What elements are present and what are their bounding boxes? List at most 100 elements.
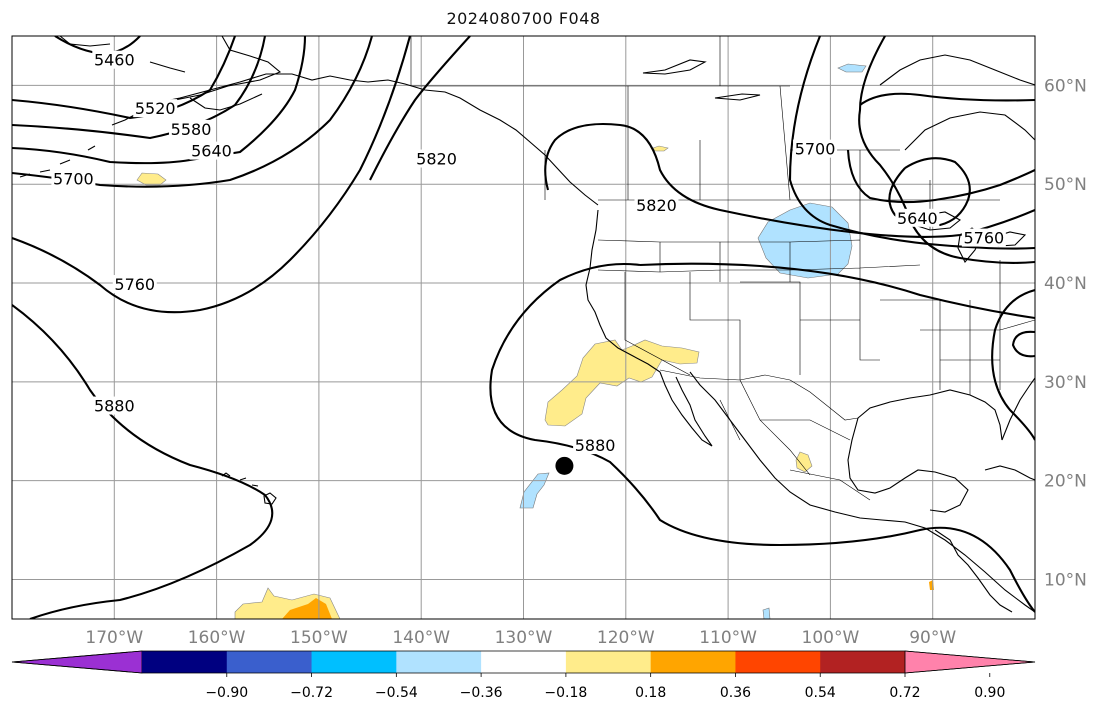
longitude-tick-label: 110°W xyxy=(699,628,757,648)
contour-label-halo xyxy=(961,228,1006,247)
contour-5880-loop xyxy=(1011,330,1035,358)
coastlines xyxy=(19,36,1035,613)
colorbar-segment xyxy=(650,651,736,673)
central-america xyxy=(934,529,1013,613)
hawaii xyxy=(221,472,277,505)
contour-label-halo xyxy=(112,275,157,294)
mexico-states xyxy=(719,379,871,501)
colorbar-segment xyxy=(311,651,397,673)
contour-label: 5700 xyxy=(795,140,836,159)
contour-label-halo xyxy=(169,119,214,138)
colorbar-outline xyxy=(11,650,1036,674)
contour-label-halo xyxy=(92,396,137,415)
colorbar-tick-label: −0.72 xyxy=(290,685,333,701)
contour-5760-east xyxy=(858,36,1035,264)
geopotential-height-contours xyxy=(12,36,1035,619)
map-title: 2024080700 F048 xyxy=(446,9,601,28)
political-borders xyxy=(410,36,1035,501)
contour-5880-north xyxy=(639,262,1035,320)
contour-label: 5880 xyxy=(94,397,135,416)
contour-label: 5820 xyxy=(416,150,457,169)
longitude-labels: 170°W 160°W 150°W 140°W 130°W 120°W 110°W 100°W… xyxy=(85,628,956,648)
latitude-tick-label: 60°N xyxy=(1044,76,1087,96)
colorbar-tick-label: −0.18 xyxy=(544,685,587,701)
contour-5760 xyxy=(12,36,412,314)
us-mexico-border xyxy=(659,369,859,421)
colorbar-tick-label: −0.90 xyxy=(205,685,248,701)
contour-label: 5640 xyxy=(191,142,232,161)
negative-anomaly-offshore xyxy=(519,472,550,509)
longitude-tick-label: 140°W xyxy=(392,628,450,648)
contour-5640-low xyxy=(859,92,1035,227)
us-west-coast xyxy=(585,209,661,373)
contour-5880-east xyxy=(489,262,1035,613)
contour-label-halo xyxy=(573,436,618,455)
positive-anomaly-canada xyxy=(652,145,669,152)
contour-5640 xyxy=(12,36,307,165)
longitude-tick-label: 90°W xyxy=(909,628,956,648)
mexico-west-coast xyxy=(689,371,1035,613)
latitude-tick-label: 20°N xyxy=(1044,472,1087,492)
colorbar-segment xyxy=(735,651,821,673)
longitude-tick-label: 130°W xyxy=(495,628,553,648)
latitude-tick-label: 10°N xyxy=(1044,570,1087,590)
contour-trough-east xyxy=(991,288,1035,441)
colorbar-tick-label: 0.18 xyxy=(635,685,666,701)
colorbar-tick-label: 0.54 xyxy=(805,685,836,701)
contour-label-halo xyxy=(895,208,940,227)
colorbar: −0.90 −0.72 −0.54 −0.36 −0.18 0.18 0.36 0.54 0.7… xyxy=(11,650,1036,701)
contour-label-halo xyxy=(51,169,96,188)
contour-label-halo xyxy=(189,141,234,160)
latitude-tick-label: 50°N xyxy=(1044,175,1087,195)
contour-label: 5580 xyxy=(171,120,212,139)
contour-label: 5760 xyxy=(963,229,1004,248)
colorbar-segment xyxy=(142,651,228,673)
aleutian-islands xyxy=(19,103,156,178)
strong-anomaly-tropical xyxy=(282,598,332,619)
contour-labels: 5460 5520 5580 5640 5700 5760 5820 5820 5880 5880… xyxy=(51,50,1006,455)
arctic-islands xyxy=(642,54,1035,101)
lat-lon-grid xyxy=(12,36,1035,619)
small-negative-anomaly-tropical xyxy=(762,607,771,619)
contour-label-halo xyxy=(414,149,459,168)
contour-label: 5640 xyxy=(897,209,938,228)
contour-5700-canada xyxy=(788,36,1035,250)
contour-label-halo xyxy=(92,50,137,69)
contour-label: 5880 xyxy=(575,436,616,455)
longitude-tick-label: 150°W xyxy=(290,628,348,648)
contour-label: 5460 xyxy=(94,51,135,70)
contour-label: 5700 xyxy=(53,169,94,188)
contour-label: 5820 xyxy=(636,196,677,215)
colorbar-tick-label: 0.72 xyxy=(889,685,920,701)
baja-california xyxy=(659,371,713,447)
colorbar-extend-low xyxy=(11,650,143,674)
contour-label-halo xyxy=(133,99,178,118)
colorbar-tick-label: −0.54 xyxy=(375,685,418,701)
colorbar-segment xyxy=(481,651,567,673)
longitude-tick-label: 170°W xyxy=(85,628,143,648)
contour-5820-east xyxy=(846,149,1035,204)
contour-label: 5760 xyxy=(114,275,155,294)
latitude-labels: 60°N 50°N 40°N 30°N 20°N 10°N xyxy=(1044,76,1087,590)
contour-5820 xyxy=(369,36,1035,238)
florida xyxy=(1001,377,1035,441)
storm-center-dot xyxy=(555,456,574,475)
cuba xyxy=(984,465,1035,481)
latitude-tick-label: 30°N xyxy=(1044,373,1087,393)
hudson-bay-coast xyxy=(904,111,1035,151)
gulf-of-mexico-coast xyxy=(847,389,1003,513)
longitude-tick-label: 100°W xyxy=(802,628,860,648)
colorbar-tick-label: 0.36 xyxy=(720,685,751,701)
latitude-tick-label: 40°N xyxy=(1044,274,1087,294)
contour-5700 xyxy=(12,36,374,188)
colorbar-tick-label: −0.36 xyxy=(460,685,503,701)
colorbar-segment xyxy=(226,651,313,673)
longitude-tick-label: 120°W xyxy=(597,628,655,648)
positive-anomaly-sw-us xyxy=(544,339,700,427)
contour-label-halo xyxy=(793,139,838,158)
colorbar-extend-high xyxy=(904,650,1036,674)
contour-label: 5520 xyxy=(135,99,176,118)
map-frame xyxy=(11,35,1036,620)
small-positive-anomaly-central-america xyxy=(929,580,934,590)
